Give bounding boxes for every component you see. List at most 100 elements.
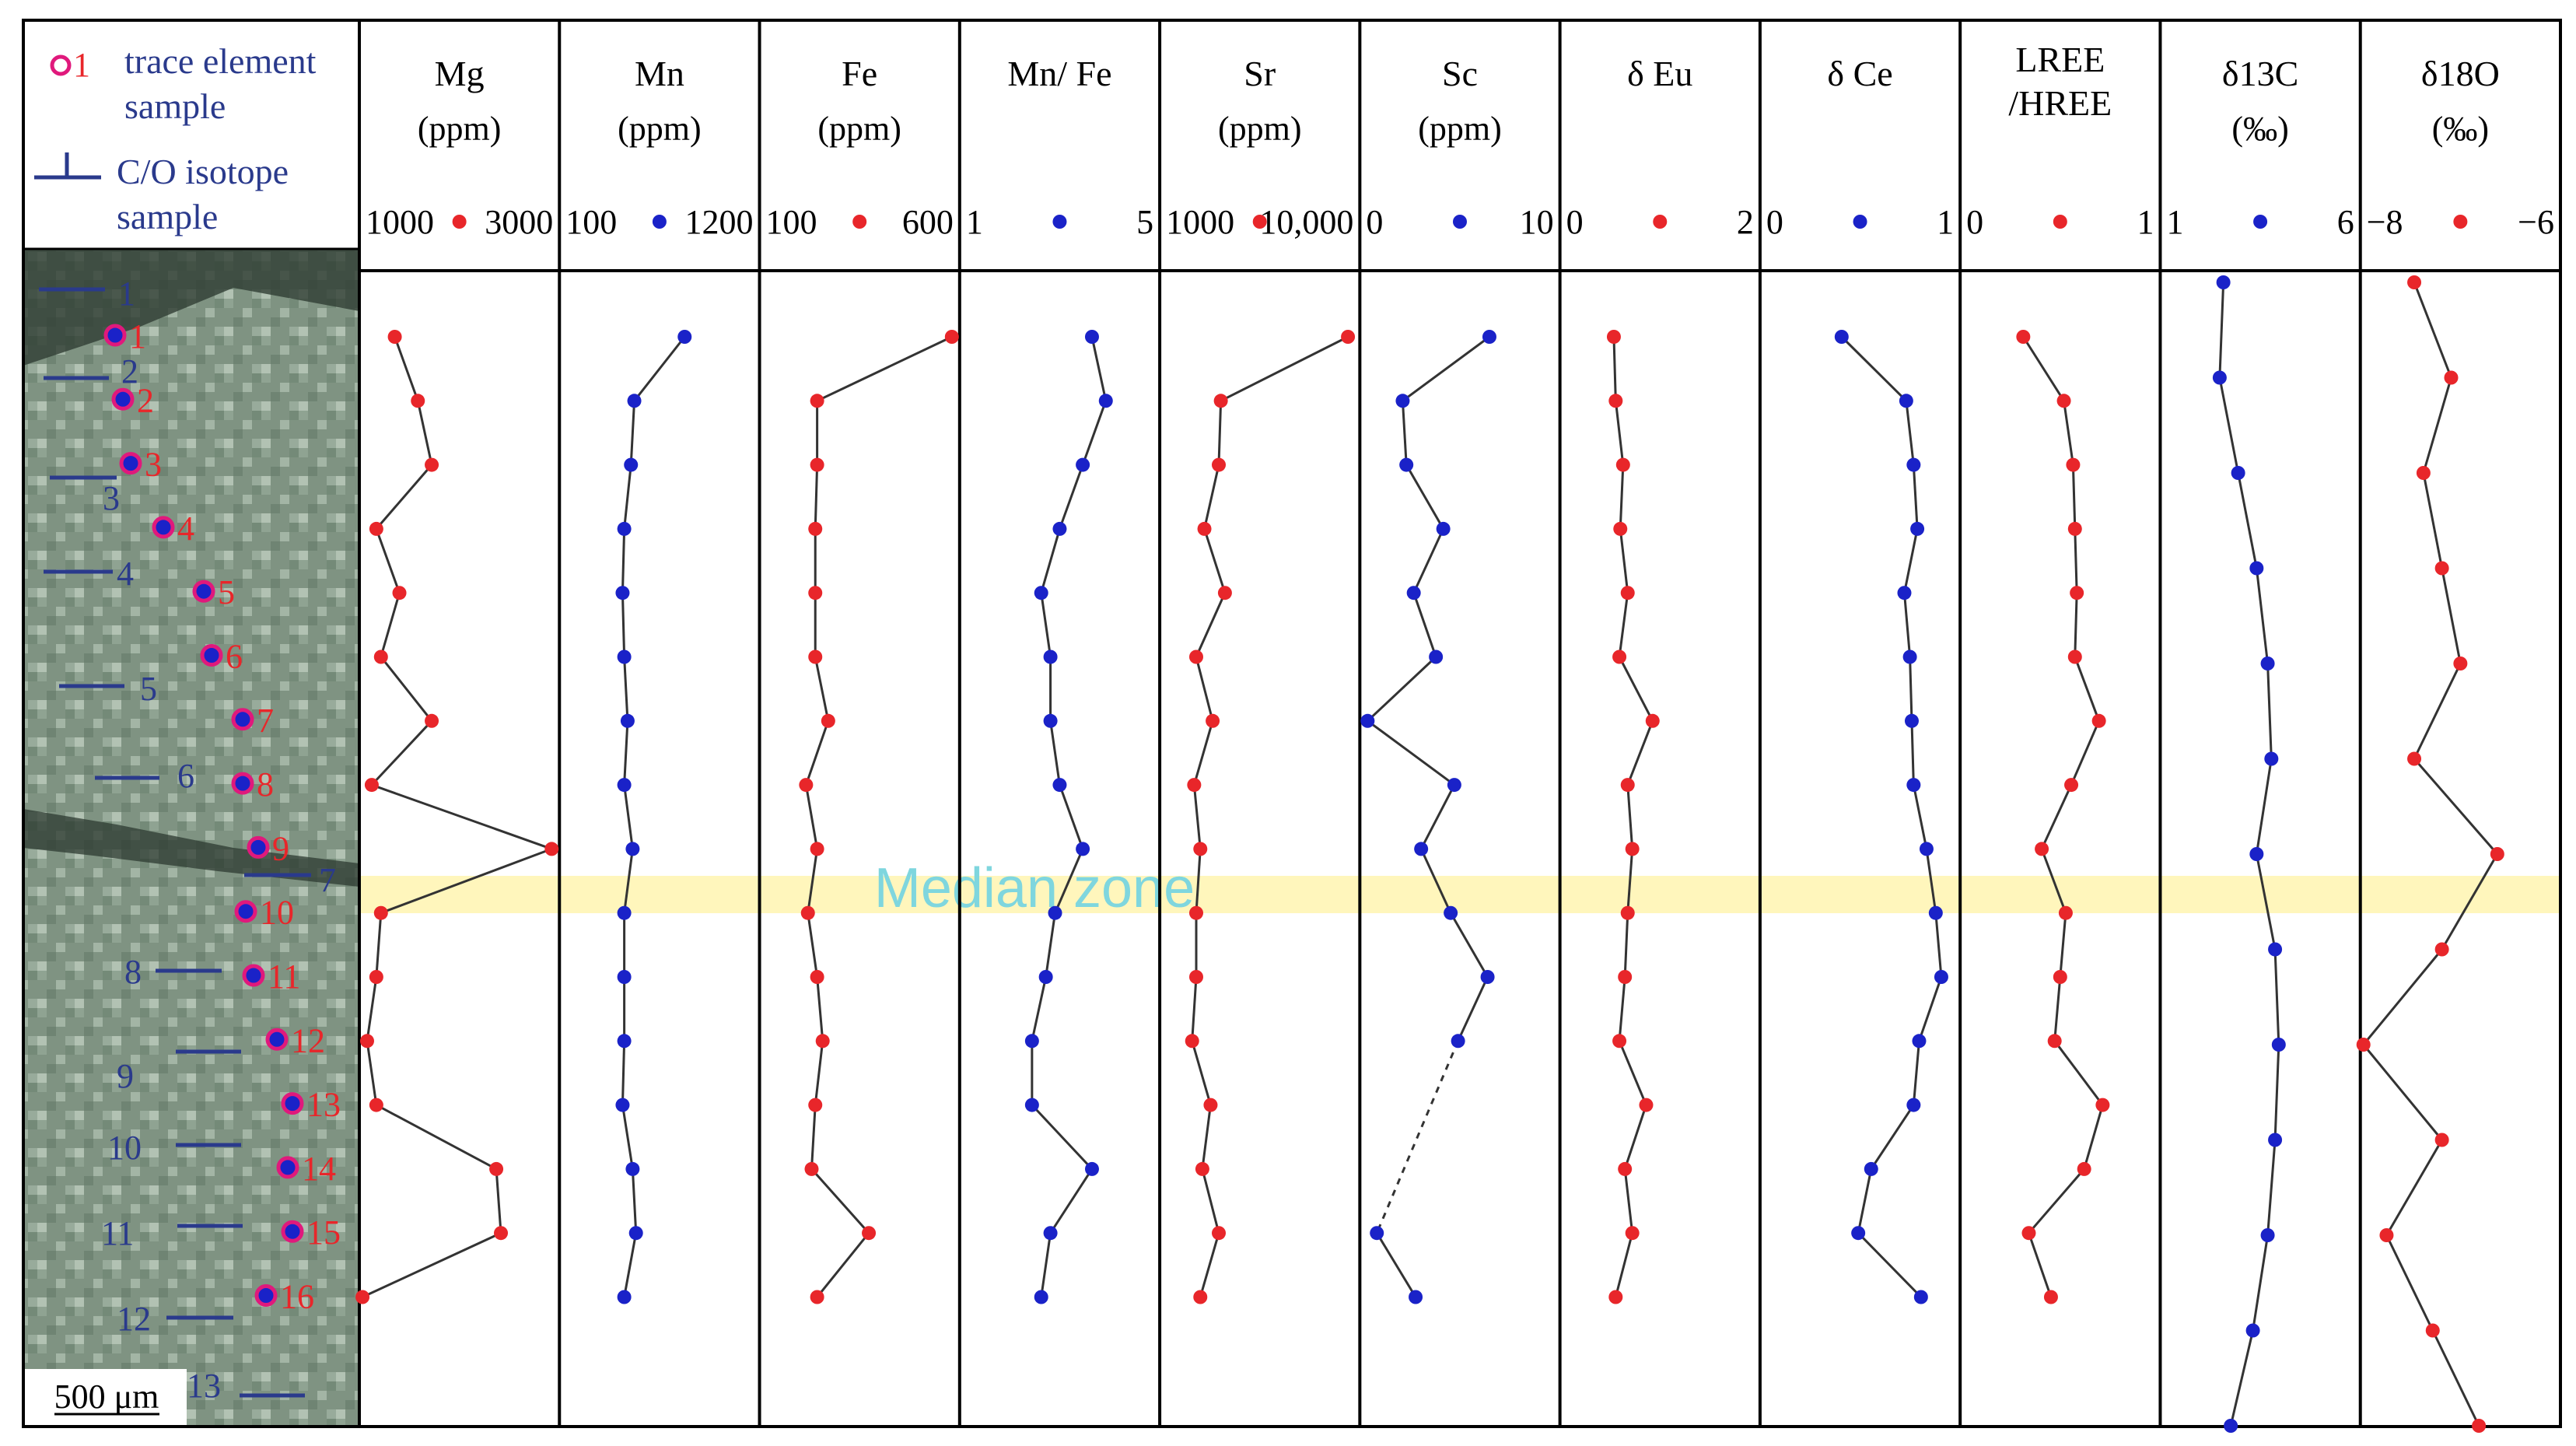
data-point [628, 1226, 643, 1241]
data-point [2021, 1226, 2036, 1241]
data-point [1606, 330, 1621, 344]
data-point [1076, 842, 1090, 856]
profile-segment [2431, 1329, 2480, 1427]
trace-sample-label: 12 [291, 1021, 325, 1059]
data-point [1024, 1098, 1039, 1112]
profile-segment [1045, 912, 1057, 978]
data-point [810, 1290, 824, 1304]
data-point [1618, 970, 1633, 984]
data-point [1193, 842, 1208, 856]
profile-segment [1623, 1105, 1647, 1170]
profile-segment [366, 1041, 378, 1105]
legend-dot [2253, 215, 2268, 229]
axis-min-label: 100 [565, 203, 617, 241]
data-point [2379, 1228, 2394, 1242]
data-point [364, 778, 379, 793]
panel-unit: (‰) [2231, 110, 2288, 148]
profile-segment [1412, 528, 1445, 593]
data-point [1447, 778, 1461, 793]
data-point [1608, 394, 1623, 408]
profile-segment [416, 400, 433, 465]
data-point [2268, 1133, 2283, 1147]
data-point [1189, 905, 1203, 920]
data-point [411, 394, 425, 408]
data-point [2356, 1038, 2371, 1052]
trace-sample-label: 16 [280, 1278, 314, 1316]
trace-sample-label: 11 [268, 958, 300, 996]
data-point [1212, 1226, 1226, 1241]
data-point [1480, 970, 1495, 984]
data-point [810, 394, 824, 408]
data-point [2070, 586, 2084, 600]
panel-title: Mn [635, 54, 684, 93]
profile-panel: δ18O (‰) −8 −6 [2356, 54, 2554, 1433]
data-point [1360, 713, 1375, 728]
axis-min-label: 100 [766, 203, 817, 241]
data-point [2425, 1323, 2440, 1338]
axis-max-label: 2 [1737, 203, 1754, 241]
data-point [815, 1034, 830, 1049]
profile-panel: Fe (ppm) 100 600 [766, 54, 959, 1304]
data-point [2444, 370, 2459, 385]
data-point [2035, 842, 2049, 856]
profile-segment [495, 1168, 502, 1234]
data-point [625, 1161, 640, 1176]
profile-segment [1203, 528, 1227, 593]
trace-marker-icon [50, 54, 72, 76]
profile-segment [1201, 1168, 1220, 1234]
data-point [2407, 275, 2422, 289]
profile-segment [1618, 976, 1626, 1042]
trace-marker-label: 1 [73, 46, 90, 84]
profile-panel: Sc (ppm) 0 10 [1360, 54, 1554, 1304]
profile-segment [1612, 336, 1617, 401]
data-point [1919, 842, 1934, 856]
panel-title: Sc [1442, 54, 1478, 93]
profile-segment [2040, 784, 2073, 850]
trace-sample-marker [192, 579, 215, 603]
panel-title: Sr [1244, 54, 1276, 93]
profile-segment [623, 656, 629, 721]
profile-segment [1623, 912, 1629, 978]
profile-segment [1195, 592, 1227, 658]
data-point [1341, 330, 1356, 344]
profile-segment [1192, 784, 1202, 849]
data-point [1076, 457, 1090, 472]
profile-segment [362, 1231, 502, 1298]
profile-segment [1626, 720, 1654, 786]
data-point [625, 842, 640, 856]
data-point [617, 905, 632, 920]
panel-unit: (ppm) [618, 110, 702, 148]
profile-segment [2441, 853, 2499, 951]
panel-unit: (ppm) [418, 110, 502, 148]
trace-legend-text: trace element sample [124, 41, 317, 126]
profile-panel: LREE/HREE 0 1 [1966, 40, 2154, 1304]
trace-sample-marker [234, 900, 257, 923]
profile-segment [633, 336, 686, 402]
data-point [2067, 521, 2082, 536]
panel-title: δ Eu [1627, 54, 1692, 93]
data-point [1406, 586, 1421, 600]
profile-segment [1626, 784, 1634, 849]
profile-segment [2074, 656, 2101, 722]
data-point [1185, 1034, 1199, 1049]
data-point [425, 713, 439, 728]
axis-max-label: −6 [2518, 203, 2554, 241]
data-point [1625, 842, 1640, 856]
profile-segment [2362, 948, 2443, 1045]
data-point [1645, 713, 1660, 728]
data-point [373, 905, 388, 920]
profile-segment [1840, 335, 1907, 402]
axis-min-label: 1000 [366, 203, 434, 241]
panel-title: Mg [435, 54, 485, 93]
data-point [1034, 586, 1048, 600]
profile-segment [810, 1105, 817, 1169]
data-point [1189, 970, 1203, 984]
profile-segment [1217, 401, 1223, 465]
profile-segment [2028, 1232, 2053, 1297]
co-sample-label: 7 [319, 861, 336, 899]
profile-segment [629, 401, 636, 465]
data-point [1444, 905, 1458, 920]
